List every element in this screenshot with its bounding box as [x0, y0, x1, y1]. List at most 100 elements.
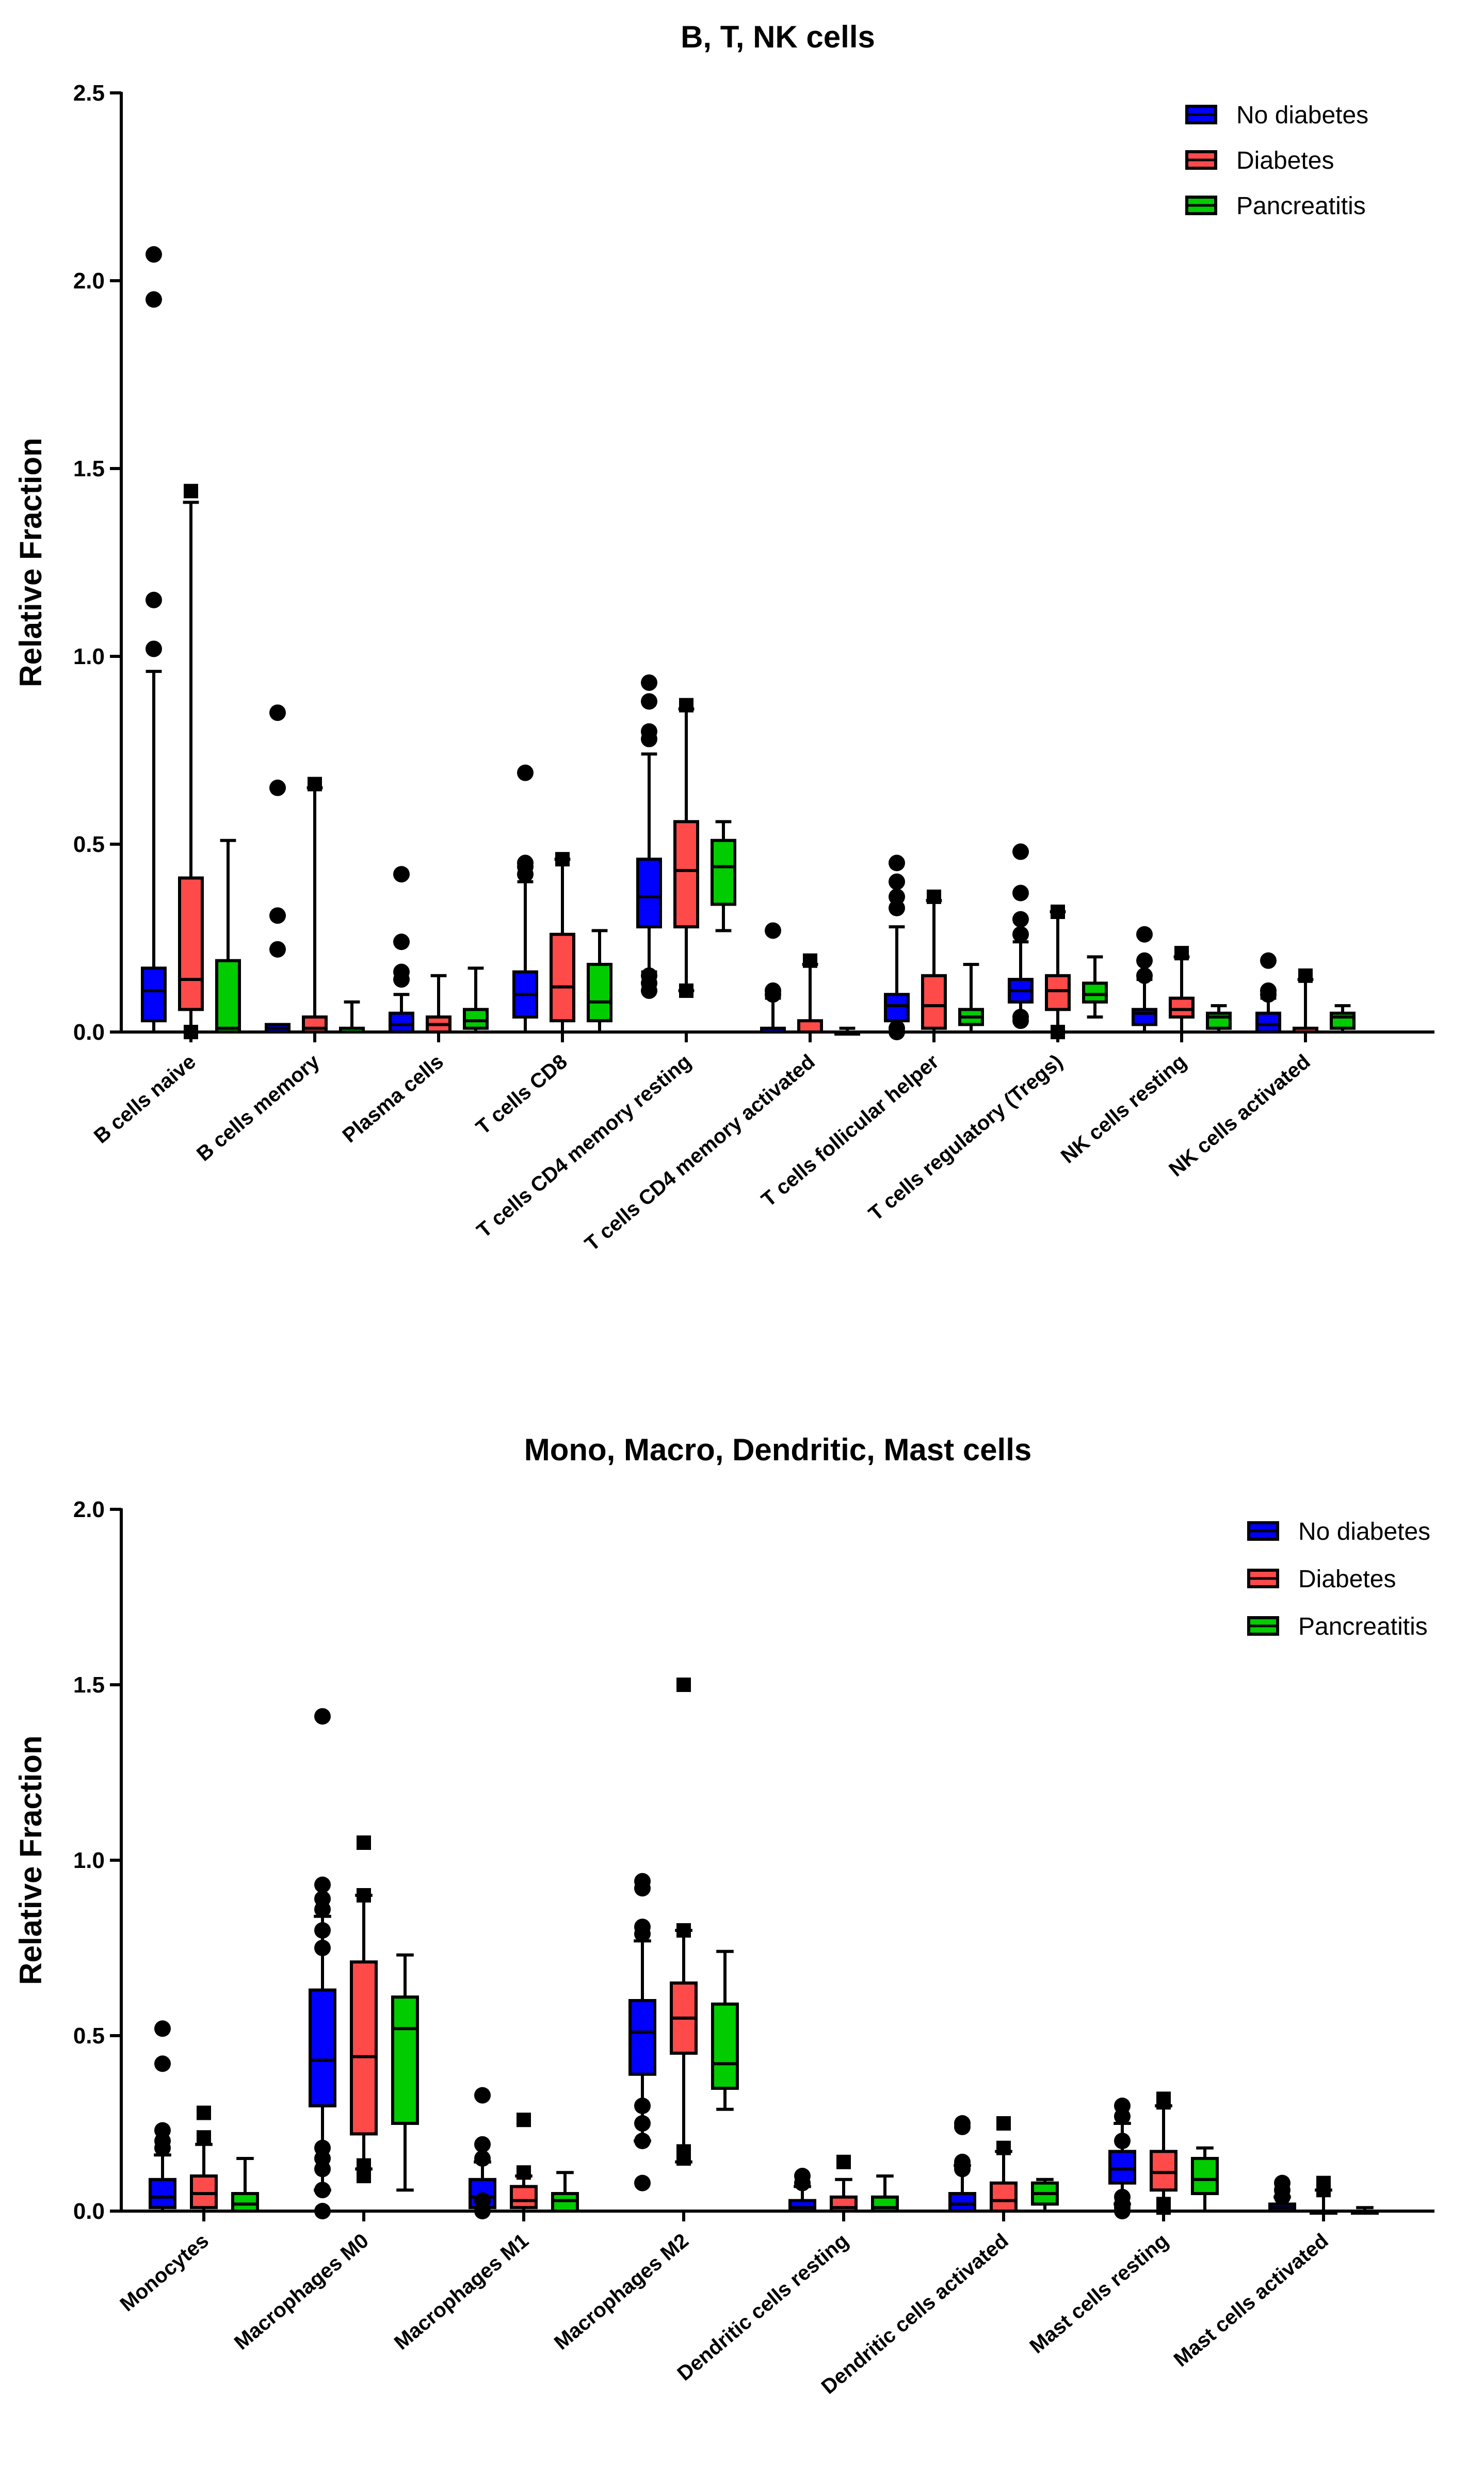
box-iqr — [309, 1988, 336, 2108]
box-no-diabetes-macrophages-m0 — [309, 1708, 336, 2219]
outlier-point — [889, 873, 905, 890]
series-no-diabetes — [141, 246, 1281, 1040]
box-pancreatitis-nk-cells-activated — [1330, 1004, 1356, 1034]
outlier-point — [1012, 843, 1029, 860]
box-iqr — [673, 820, 699, 929]
outlier-point — [314, 2182, 331, 2199]
box-iqr — [389, 1011, 414, 1034]
outlier-point — [474, 2203, 491, 2219]
outlier-point — [676, 2151, 691, 2166]
y-tick-label: 1.5 — [73, 456, 105, 481]
outlier-point — [641, 693, 657, 710]
outlier-point — [146, 246, 162, 263]
box-no-diabetes-t-cells-cd4-memory-activated — [760, 922, 786, 1034]
x-tick-label-mast-cells-activated: Mast cells activated — [1170, 2229, 1333, 2371]
outlier-point — [146, 291, 162, 308]
x-tick-label-t-cells-cd4-memory-resting: T cells CD4 memory resting — [473, 1050, 696, 1242]
legend-item-diabetes: Diabetes — [1247, 1566, 1396, 1593]
outlier-point — [146, 640, 162, 657]
outlier-point — [889, 899, 905, 916]
box-pancreatitis-b-cells-memory — [339, 1000, 365, 1034]
box-no-diabetes-nk-cells-activated — [1255, 952, 1281, 1034]
x-tick-label-dendritic-cells-resting: Dendritic cells resting — [673, 2229, 852, 2385]
box-iqr — [711, 2002, 739, 2090]
box-pancreatitis-t-cells-cd4-memory-activated — [834, 1026, 860, 1036]
outlier-point — [1051, 905, 1065, 920]
box-diabetes-dendritic-cells-activated — [990, 2116, 1018, 2213]
box-iqr — [178, 876, 204, 1011]
outlier-point — [634, 2098, 651, 2114]
y-tick-label: 0.5 — [73, 2023, 105, 2049]
series-diabetes — [190, 1678, 1337, 2215]
box-diabetes-t-cells-cd8 — [550, 852, 575, 1034]
outlier-point — [889, 855, 905, 872]
outlier-point — [1298, 968, 1313, 983]
outlier-point — [269, 907, 286, 924]
outlier-point — [357, 1888, 371, 1903]
box-iqr — [628, 1999, 656, 2076]
box-pancreatitis-nk-cells-resting — [1206, 1004, 1232, 1034]
outlier-point — [314, 1708, 331, 1725]
box-iqr — [921, 974, 947, 1030]
box-iqr — [636, 858, 662, 929]
outlier-point — [634, 2174, 651, 2191]
box-diabetes-macrophages-m2 — [670, 1678, 698, 2166]
box-iqr — [1045, 974, 1071, 1011]
legend-item-no-diabetes: No diabetes — [1185, 102, 1368, 129]
box-pancreatitis-t-cells-cd4-memory-resting — [711, 820, 736, 932]
x-tick-label-dendritic-cells-activated: Dendritic cells activated — [817, 2229, 1013, 2398]
y-tick-label: 1.0 — [73, 644, 105, 669]
box-no-diabetes-t-cells-cd4-memory-resting — [636, 674, 662, 999]
outlier-point — [676, 1678, 691, 1692]
x-tick-label-monocytes: Monocytes — [116, 2229, 213, 2316]
box-no-diabetes-dendritic-cells-resting — [788, 2168, 816, 2213]
box-diabetes-mast-cells-resting — [1150, 2091, 1177, 2215]
outlier-point — [314, 1876, 331, 1893]
outlier-point — [314, 1901, 331, 1918]
box-pancreatitis-dendritic-cells-resting — [871, 2174, 899, 2213]
outlier-point — [474, 2087, 491, 2104]
outlier-point — [765, 922, 781, 939]
box-diabetes-dendritic-cells-resting — [830, 2154, 858, 2213]
outlier-point — [634, 2115, 651, 2132]
y-tick-label: 0.0 — [73, 2199, 105, 2224]
box-iqr — [788, 2199, 816, 2213]
outlier-point — [154, 2055, 171, 2072]
box-no-diabetes-monocytes — [149, 2020, 176, 2213]
x-tick-label-mast-cells-resting: Mast cells resting — [1025, 2229, 1172, 2358]
y-tick-label: 2.0 — [73, 1497, 105, 1522]
outlier-point — [517, 764, 534, 781]
legend-item-diabetes: Diabetes — [1185, 147, 1334, 174]
outlier-point — [889, 1024, 905, 1040]
box-no-diabetes-macrophages-m1 — [469, 2087, 496, 2219]
box-pancreatitis-plasma-cells — [463, 966, 489, 1034]
box-iqr — [550, 932, 575, 1023]
box-iqr — [1169, 996, 1195, 1019]
box-iqr — [350, 1960, 378, 2136]
box-pancreatitis-mast-cells-resting — [1191, 2146, 1219, 2213]
outlier-point — [676, 1923, 691, 1938]
box-no-diabetes-t-cells-cd8 — [512, 764, 538, 1034]
box-iqr — [141, 966, 167, 1023]
outlier-point — [517, 2113, 531, 2128]
outlier-point — [1012, 926, 1029, 943]
x-tick-label-plasma-cells: Plasma cells — [338, 1050, 448, 1147]
box-iqr — [463, 1008, 489, 1030]
outlier-point — [1012, 1012, 1029, 1029]
outlier-point — [357, 2169, 371, 2183]
legend-item-pancreatitis: Pancreatitis — [1185, 192, 1366, 220]
box-diabetes-t-cells-cd4-memory-resting — [673, 698, 699, 998]
chart-title: B, T, NK cells — [681, 20, 875, 54]
legend-label: Pancreatitis — [1236, 192, 1366, 220]
series-pancreatitis — [215, 820, 1356, 1036]
box-iqr — [884, 993, 910, 1023]
box-no-diabetes-mast-cells-activated — [1268, 2174, 1296, 2213]
outlier-point — [1012, 911, 1029, 928]
box-iqr — [587, 962, 612, 1023]
outlier-point — [314, 1940, 331, 1956]
outlier-point — [197, 2130, 211, 2145]
outlier-point — [634, 2133, 651, 2149]
box-no-diabetes-nk-cells-resting — [1132, 926, 1157, 1034]
x-tick-label-t-cells-regulatory-tregs: T cells regulatory (Tregs) — [864, 1050, 1067, 1225]
